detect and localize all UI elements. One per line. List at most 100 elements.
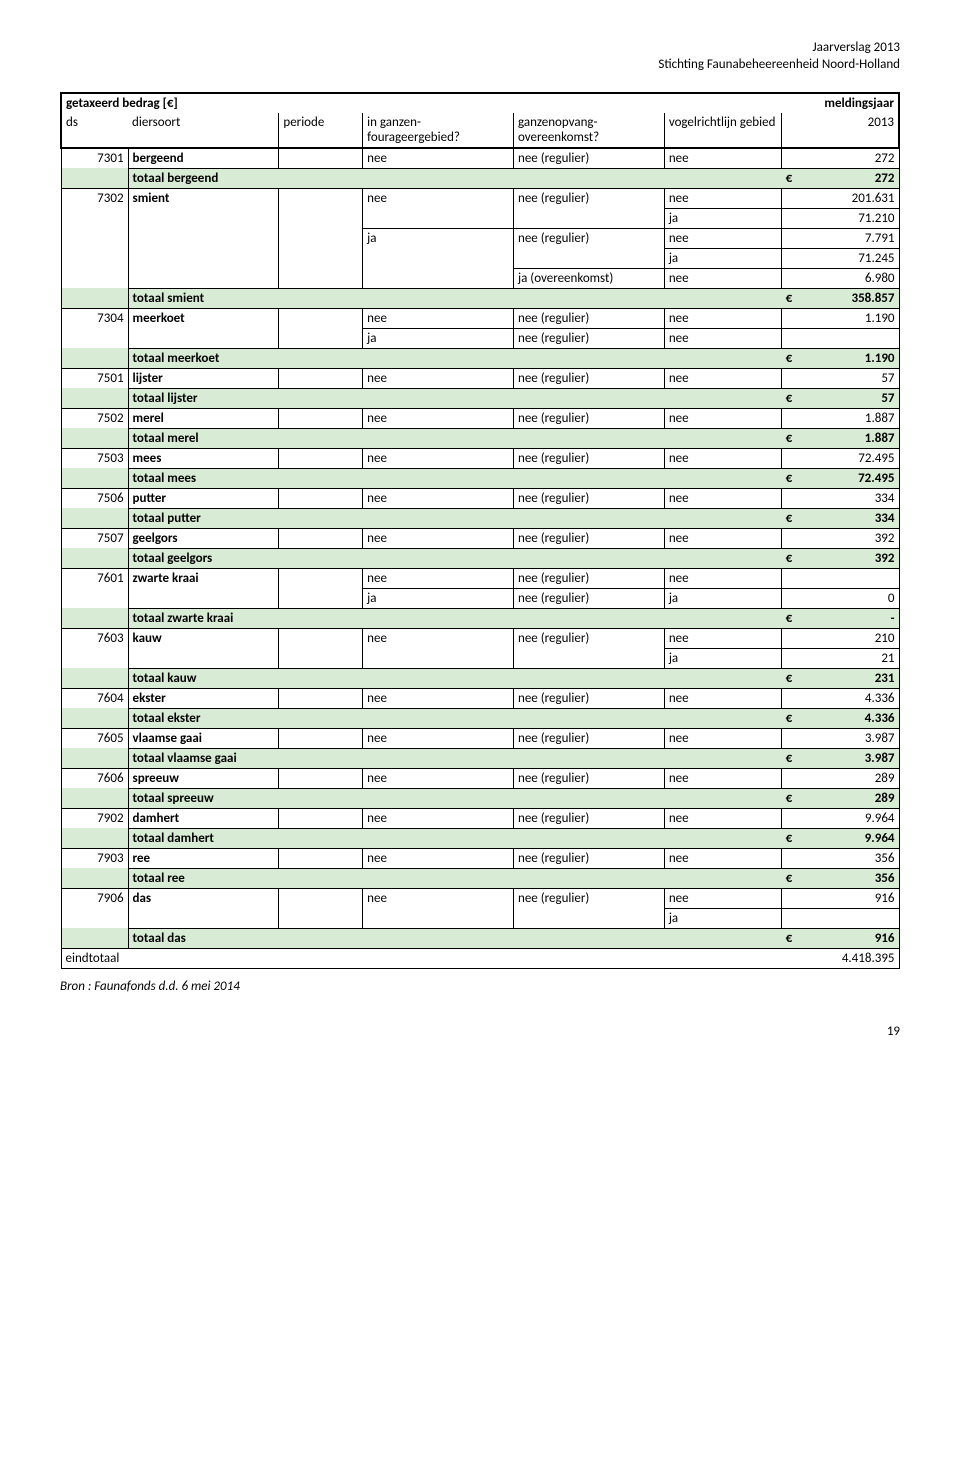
cell-total-label: totaal zwarte kraai xyxy=(128,608,782,628)
table-total-row: totaal ree € 356 xyxy=(61,868,899,888)
cell: nee xyxy=(664,188,781,208)
cell: nee xyxy=(664,528,781,548)
cell: nee xyxy=(363,448,514,468)
cell-ds: 7304 xyxy=(61,308,128,328)
cell-euro: € xyxy=(782,928,807,948)
cell-total-label: totaal lijster xyxy=(128,388,782,408)
cell-total-label: totaal ekster xyxy=(128,708,782,728)
cell: nee (regulier) xyxy=(513,768,664,788)
cell-total-val: 392 xyxy=(807,548,899,568)
table-total-row: totaal smient € 358.857 xyxy=(61,288,899,308)
cell: nee (regulier) xyxy=(513,408,664,428)
cell xyxy=(279,308,363,328)
cell-total-val: 334 xyxy=(807,508,899,528)
table-row: 7605 vlaamse gaai nee nee (regulier) nee… xyxy=(61,728,899,748)
cell: nee xyxy=(363,488,514,508)
cell-total-val: 4.336 xyxy=(807,708,899,728)
cell-soort: putter xyxy=(128,488,279,508)
cell-val xyxy=(807,568,899,588)
cell: nee (regulier) xyxy=(513,688,664,708)
cell-euro: € xyxy=(782,788,807,808)
table-row: 7502 merel nee nee (regulier) nee 1.887 xyxy=(61,408,899,428)
table-row: 7903 ree nee nee (regulier) nee 356 xyxy=(61,848,899,868)
cell: ja (overeenkomst) xyxy=(513,268,664,288)
table-total-row: totaal meerkoet € 1.190 xyxy=(61,348,899,368)
cell-soort: ree xyxy=(128,848,279,868)
cell-soort: mees xyxy=(128,448,279,468)
cell: nee (regulier) xyxy=(513,188,664,208)
cell-total-label: totaal das xyxy=(128,928,782,948)
table-total-row: totaal zwarte kraai € - xyxy=(61,608,899,628)
cell-total-label: totaal spreeuw xyxy=(128,788,782,808)
cell-val: 71.210 xyxy=(807,208,899,228)
table-total-row: totaal ekster € 4.336 xyxy=(61,708,899,728)
cell-euro: € xyxy=(782,708,807,728)
cell-soort: geelgors xyxy=(128,528,279,548)
table-total-row: totaal mees € 72.495 xyxy=(61,468,899,488)
cell-val: 57 xyxy=(807,368,899,388)
cell-val: 7.791 xyxy=(807,228,899,248)
cell: nee xyxy=(664,268,781,288)
cell-total-val: 3.987 xyxy=(807,748,899,768)
source-note: Bron : Faunafonds d.d. 6 mei 2014 xyxy=(60,979,900,994)
cell: nee xyxy=(363,728,514,748)
cell-total-label: totaal meerkoet xyxy=(128,348,782,368)
cell-soort: kauw xyxy=(128,628,279,648)
cell: nee xyxy=(664,228,781,248)
cell: nee xyxy=(664,628,781,648)
cell-ds: 7506 xyxy=(61,488,128,508)
table-row: 7503 mees nee nee (regulier) nee 72.495 xyxy=(61,448,899,468)
cell: nee xyxy=(363,148,514,169)
cell-ds: 7903 xyxy=(61,848,128,868)
cell: nee xyxy=(664,568,781,588)
cell-ds: 7604 xyxy=(61,688,128,708)
cell: ja xyxy=(664,208,781,228)
cell-total-label: totaal geelgors xyxy=(128,548,782,568)
cell-total-label: totaal merel xyxy=(128,428,782,448)
cell-val: 71.245 xyxy=(807,248,899,268)
cell: nee xyxy=(363,848,514,868)
cell-total-val: 9.964 xyxy=(807,828,899,848)
table-row: ja xyxy=(61,908,899,928)
title-cell: getaxeerd bedrag [€] xyxy=(61,93,279,113)
table-row: 7501 lijster nee nee (regulier) nee 57 xyxy=(61,368,899,388)
cell-euro: € xyxy=(782,868,807,888)
table-total-row: totaal geelgors € 392 xyxy=(61,548,899,568)
cell-ds: 7502 xyxy=(61,408,128,428)
cell-total-label: totaal smient xyxy=(128,288,782,308)
cell: nee (regulier) xyxy=(513,728,664,748)
cell-total-label: totaal kauw xyxy=(128,668,782,688)
cell-total-val: 289 xyxy=(807,788,899,808)
cell: nee (regulier) xyxy=(513,588,664,608)
col-vogelrichtlijn: vogelrichtlijn gebied xyxy=(664,113,781,148)
cell-total-label: totaal mees xyxy=(128,468,782,488)
cell xyxy=(279,148,363,169)
cell-euro: € xyxy=(782,388,807,408)
cell-total-val: 358.857 xyxy=(807,288,899,308)
cell: nee xyxy=(664,888,781,908)
cell-total-val: 1.887 xyxy=(807,428,899,448)
table-row: 7506 putter nee nee (regulier) nee 334 xyxy=(61,488,899,508)
cell: ja xyxy=(664,588,781,608)
cell xyxy=(782,308,807,328)
cell: nee (regulier) xyxy=(513,848,664,868)
cell: nee (regulier) xyxy=(513,568,664,588)
cell-euro: € xyxy=(782,548,807,568)
cell-soort: ekster xyxy=(128,688,279,708)
cell: nee (regulier) xyxy=(513,528,664,548)
cell: nee xyxy=(664,308,781,328)
cell-val: 392 xyxy=(807,528,899,548)
cell-soort: spreeuw xyxy=(128,768,279,788)
table-row: 7304 meerkoet nee nee (regulier) nee 1.1… xyxy=(61,308,899,328)
cell-total-label: totaal damhert xyxy=(128,828,782,848)
table-row: ja nee (regulier) nee xyxy=(61,328,899,348)
table-row: ja 71.210 xyxy=(61,208,899,228)
cell-val: 916 xyxy=(807,888,899,908)
cell-ds: 7601 xyxy=(61,568,128,588)
table-row: 7302 smient nee nee (regulier) nee 201.6… xyxy=(61,188,899,208)
cell-soort: meerkoet xyxy=(128,308,279,328)
page-number: 19 xyxy=(60,1024,900,1039)
cell: nee (regulier) xyxy=(513,368,664,388)
cell-soort: damhert xyxy=(128,808,279,828)
header-line2: Stichting Faunabeheereenheid Noord-Holla… xyxy=(60,57,900,74)
